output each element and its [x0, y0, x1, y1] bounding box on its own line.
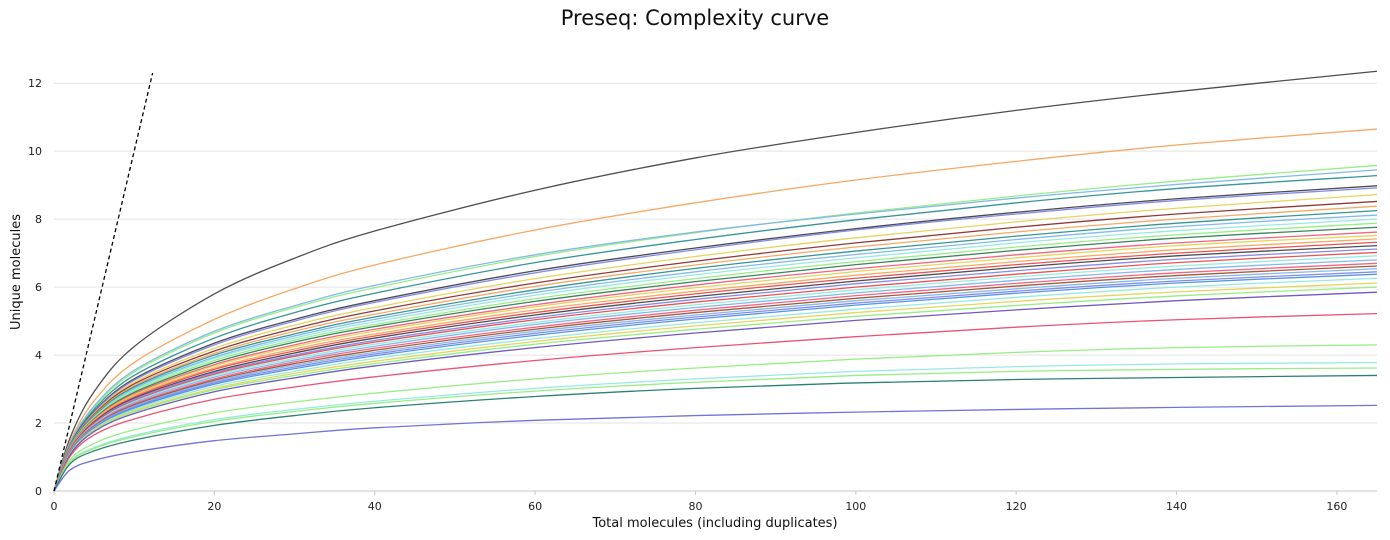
- series-line-39: [53, 404, 1378, 492]
- y-tick-label-2: 2: [35, 417, 42, 430]
- y-tick-label-12: 12: [28, 77, 42, 90]
- series-line-14: [53, 222, 1378, 492]
- chart-title: Preseq: Complexity curve: [560, 6, 830, 30]
- series-lines: [53, 70, 1378, 492]
- series-line-18: [53, 238, 1378, 492]
- y-axis-label: Unique molecules: [9, 214, 24, 330]
- series-line-20: [53, 244, 1378, 492]
- x-tick-label-160: 160: [1326, 500, 1347, 513]
- series-line-33: [53, 291, 1378, 492]
- series-line-1: [53, 70, 1378, 492]
- series-line-21: [53, 248, 1378, 492]
- x-tick-label-140: 140: [1166, 500, 1187, 513]
- x-axis-ticks: 0 20 40 60 80 100 120 140 160: [51, 491, 1347, 513]
- y-tick-label-0: 0: [35, 485, 42, 498]
- x-tick-label-20: 20: [207, 500, 221, 513]
- reference-layer: [53, 72, 154, 492]
- series-line-28: [53, 271, 1378, 492]
- series-line-22: [53, 251, 1378, 492]
- series-line-31: [53, 282, 1378, 492]
- series-line-12: [53, 214, 1378, 492]
- series-line-29: [53, 273, 1378, 492]
- series-line-4: [53, 169, 1378, 492]
- series-line-37: [53, 367, 1378, 492]
- x-tick-label-60: 60: [528, 500, 542, 513]
- y-tick-label-10: 10: [28, 145, 42, 158]
- y-axis-ticks: 0 2 4 6 8 10 12: [28, 77, 42, 498]
- y-tick-label-4: 4: [35, 349, 42, 362]
- series-line-15: [53, 226, 1378, 492]
- series-line-35: [53, 344, 1378, 492]
- series-line-27: [53, 268, 1378, 492]
- series-line-30: [53, 277, 1378, 492]
- series-line-10: [53, 205, 1378, 492]
- y-tick-label-6: 6: [35, 281, 42, 294]
- x-axis-label: Total molecules (including duplicates): [591, 516, 837, 531]
- x-tick-label-0: 0: [51, 500, 58, 513]
- series-line-13: [53, 218, 1378, 492]
- y-tick-label-8: 8: [35, 213, 42, 226]
- reference-line: [53, 72, 154, 492]
- series-line-7: [53, 187, 1378, 492]
- series-line-25: [53, 262, 1378, 492]
- x-tick-label-100: 100: [845, 500, 866, 513]
- series-line-6: [53, 185, 1378, 492]
- x-tick-label-80: 80: [688, 500, 702, 513]
- series-line-26: [53, 265, 1378, 492]
- x-tick-label-40: 40: [368, 500, 382, 513]
- series-line-5: [53, 174, 1378, 492]
- series-line-38: [53, 374, 1378, 492]
- series-line-17: [53, 234, 1378, 492]
- series-line-8: [53, 194, 1378, 492]
- series-line-24: [53, 259, 1378, 492]
- series-line-36: [53, 361, 1378, 492]
- series-line-2: [53, 128, 1378, 492]
- series-line-34: [53, 312, 1378, 492]
- x-tick-label-120: 120: [1006, 500, 1027, 513]
- series-line-32: [53, 286, 1378, 492]
- series-line-11: [53, 209, 1378, 492]
- series-line-9: [53, 200, 1378, 492]
- series-line-23: [53, 255, 1378, 492]
- series-line-16: [53, 231, 1378, 492]
- series-line-3: [53, 164, 1378, 492]
- series-line-19: [53, 241, 1378, 492]
